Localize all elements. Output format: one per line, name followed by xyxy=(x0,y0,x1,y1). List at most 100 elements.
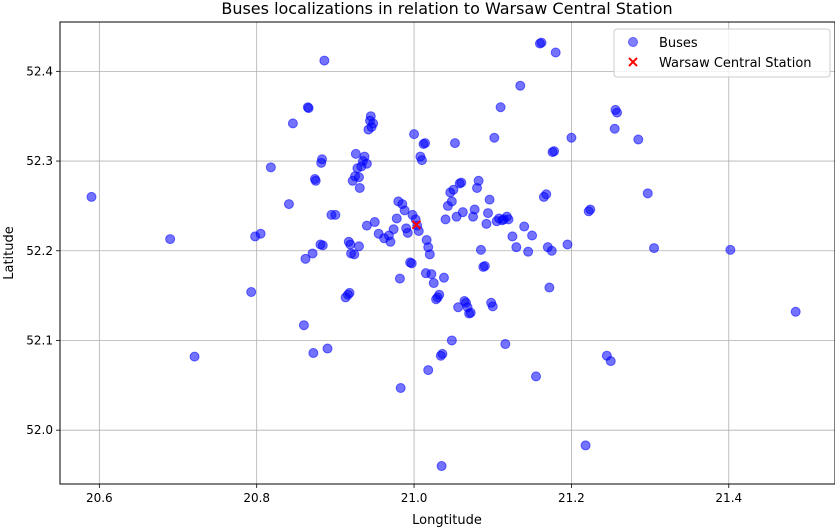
legend-buses-label: Buses xyxy=(659,36,698,51)
bus-point xyxy=(189,351,200,362)
bus-point xyxy=(399,205,410,216)
bus-point xyxy=(361,158,372,169)
bus-point xyxy=(330,209,341,220)
bus-point xyxy=(515,80,526,91)
bus-point xyxy=(562,239,573,250)
bus-point xyxy=(287,118,298,129)
bus-point xyxy=(465,307,476,318)
bus-point xyxy=(420,138,431,149)
bus-point xyxy=(585,204,596,215)
bus-point xyxy=(322,343,333,354)
bus-point xyxy=(566,132,577,143)
bus-point xyxy=(350,148,361,159)
x-tick-label: 20.8 xyxy=(243,491,270,505)
bus-point xyxy=(550,47,561,58)
bus-point xyxy=(437,348,448,359)
bus-point xyxy=(511,242,522,253)
bus-point xyxy=(388,224,399,235)
bus-point xyxy=(368,118,379,129)
bus-point xyxy=(394,273,405,284)
bus-point xyxy=(436,461,447,472)
plot-area-frame xyxy=(59,21,835,485)
bus-point xyxy=(385,236,396,247)
bus-point xyxy=(541,189,552,200)
bus-point xyxy=(633,134,644,145)
x-tick-label: 20.6 xyxy=(86,491,113,505)
legend-buses-marker xyxy=(628,37,638,47)
bus-point xyxy=(319,55,330,66)
bus-point xyxy=(424,249,435,260)
bus-point xyxy=(473,175,484,186)
bus-point xyxy=(265,162,276,173)
x-tick-label: 21.0 xyxy=(401,491,428,505)
bus-point xyxy=(416,155,427,166)
bus-point xyxy=(406,258,417,269)
bus-point xyxy=(725,244,736,255)
bus-point xyxy=(283,199,294,210)
bus-point xyxy=(519,221,530,232)
bus-point xyxy=(507,231,518,242)
legend-station-label: Warsaw Central Station xyxy=(659,56,812,71)
bus-point xyxy=(409,129,420,140)
bus-point xyxy=(580,440,591,451)
bus-point xyxy=(369,217,380,228)
bus-point xyxy=(310,175,321,186)
bus-point xyxy=(546,245,557,256)
y-axis-label: Latitude xyxy=(2,226,17,280)
bus-point xyxy=(500,339,511,350)
bus-point xyxy=(426,269,437,280)
legend-frame xyxy=(613,28,831,78)
bus-point xyxy=(609,123,620,134)
bus-point xyxy=(317,154,328,165)
data-points xyxy=(86,37,801,472)
bus-point xyxy=(255,228,266,239)
bus-point xyxy=(298,320,309,331)
bus-point xyxy=(790,306,801,317)
bus-point xyxy=(536,37,547,48)
station-point xyxy=(411,220,422,230)
bus-point xyxy=(469,204,480,215)
bus-point xyxy=(345,239,356,250)
bus-point xyxy=(353,172,364,183)
y-tick-label: 52.0 xyxy=(26,423,53,437)
bus-point xyxy=(300,253,311,264)
bus-point xyxy=(402,227,413,238)
chart-title: Buses localizations in relation to Warsa… xyxy=(221,0,672,18)
bus-point xyxy=(434,289,445,300)
bus-point xyxy=(86,191,97,202)
bus-point xyxy=(503,214,514,225)
legend: Buses Warsaw Central Station xyxy=(613,28,831,78)
bus-point xyxy=(479,261,490,272)
bus-point xyxy=(449,138,460,149)
bus-point xyxy=(349,249,360,260)
bus-point xyxy=(354,182,365,193)
bus-point xyxy=(456,177,467,188)
bus-point xyxy=(484,194,495,205)
x-tick-label: 21.4 xyxy=(715,491,742,505)
bus-point xyxy=(391,213,402,224)
bus-point xyxy=(527,230,538,241)
bus-point xyxy=(446,196,457,207)
x-tick-label: 21.2 xyxy=(558,491,585,505)
bus-point xyxy=(523,246,534,257)
bus-point xyxy=(438,272,449,283)
y-tick-label: 52.4 xyxy=(26,64,53,78)
bus-point xyxy=(395,383,406,394)
bus-point xyxy=(649,243,660,254)
bus-point xyxy=(495,102,506,113)
bus-point xyxy=(642,188,653,199)
bus-point xyxy=(489,132,500,143)
bus-point xyxy=(448,184,459,195)
bus-point xyxy=(487,301,498,312)
axis-ticks: 20.6 20.8 21.0 21.2 21.4 52.0 52.1 52.2 52.3 52.4 xyxy=(26,64,742,505)
bus-point xyxy=(605,356,616,367)
bus-point xyxy=(317,240,328,251)
bus-point xyxy=(423,365,434,376)
bus-point xyxy=(165,234,176,245)
bus-point xyxy=(246,287,257,298)
y-tick-label: 52.1 xyxy=(26,333,53,347)
bus-point xyxy=(308,348,319,359)
y-tick-label: 52.3 xyxy=(26,154,53,168)
bus-point xyxy=(531,371,542,382)
